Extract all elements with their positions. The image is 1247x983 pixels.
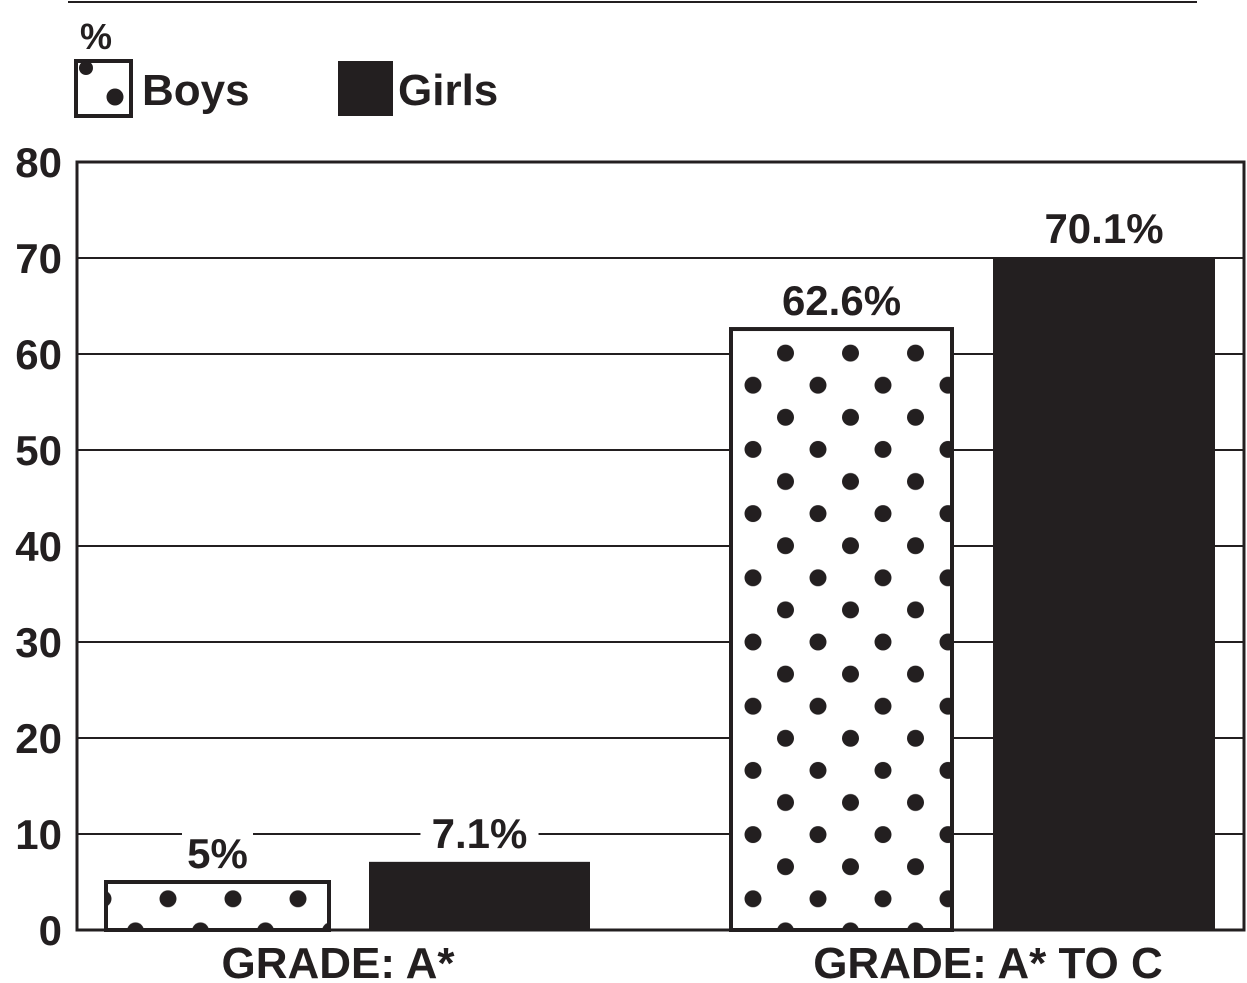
data-label: 5% [187, 830, 248, 877]
legend-label-girls: Girls [398, 66, 498, 115]
bar-boys-1 [104, 880, 331, 932]
bar-boys-2 [729, 327, 954, 933]
y-tick-label: 30 [15, 619, 62, 666]
data-label-bg [420, 811, 539, 858]
plot-frame [75, 160, 1246, 932]
x-axis-categories: GRADE: A* GRADE: A* TO C [221, 939, 1162, 983]
data-label: 7.1% [432, 810, 528, 857]
bar-girls-2 [993, 257, 1215, 930]
legend-swatch-boys-dot [79, 61, 93, 75]
legend-label-boys: Boys [142, 66, 250, 115]
data-label-bg [181, 832, 254, 878]
legend-swatch-girls [338, 61, 393, 116]
y-axis-ticks: 0 10 20 30 40 50 60 70 80 [15, 139, 62, 954]
y-tick-label: 60 [15, 331, 62, 378]
legend: Boys Girls [74, 59, 498, 118]
x-category-label: GRADE: A* TO C [813, 939, 1163, 983]
data-labels: 5% 62.6% 7.1% 70.1% [181, 205, 1164, 878]
y-tick-label: 10 [15, 811, 62, 858]
x-category-label: GRADE: A* [221, 939, 455, 983]
y-tick-label: 50 [15, 427, 62, 474]
y-tick-label: 0 [39, 907, 62, 954]
data-label: 62.6% [782, 277, 901, 324]
legend-swatch-boys-dot [106, 88, 124, 106]
bar-girls-1 [369, 861, 590, 930]
y-tick-label: 70 [15, 235, 62, 282]
y-axis-unit-label: % [80, 16, 112, 57]
data-label: 70.1% [1044, 205, 1163, 252]
y-tick-label: 40 [15, 523, 62, 570]
y-tick-label: 20 [15, 715, 62, 762]
y-tick-label: 80 [15, 139, 62, 186]
bars [104, 257, 1215, 933]
